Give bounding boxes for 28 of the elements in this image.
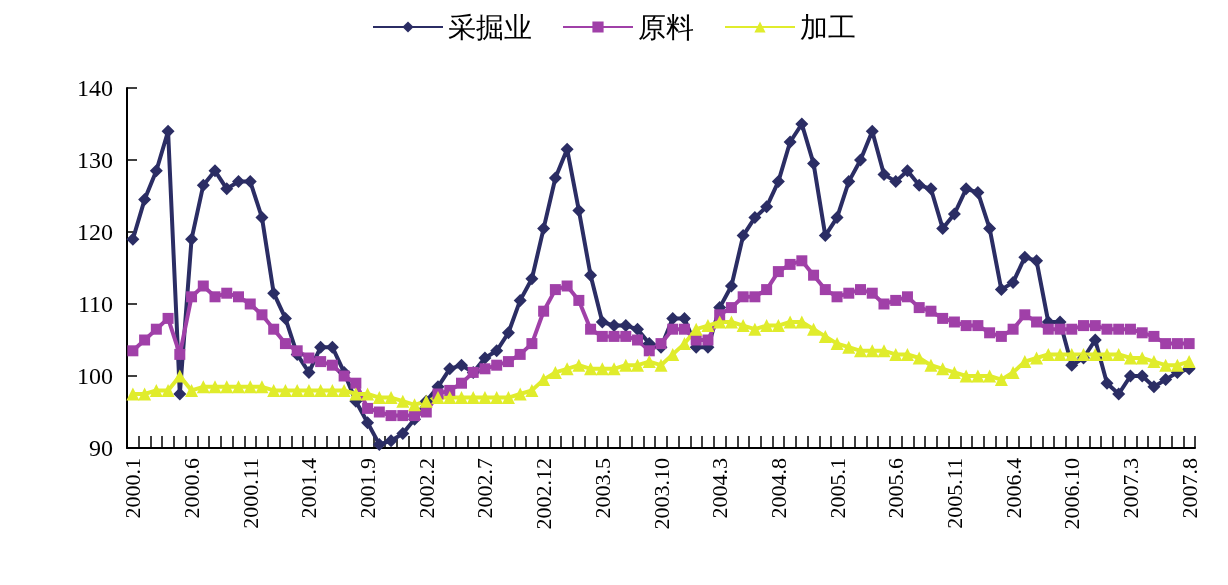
x-tick-label: 2001.9: [355, 458, 381, 519]
x-tick-label: 2006.4: [1000, 458, 1026, 519]
x-tick-label: 2003.5: [589, 458, 615, 519]
x-tick-label: 2007.8: [1176, 458, 1202, 519]
legend-label: 加工: [800, 11, 856, 43]
legend-label: 原料: [638, 11, 694, 43]
x-tick-label: 2005.1: [824, 458, 850, 519]
y-tick-label: 130: [77, 147, 113, 173]
x-tick-label: 2004.8: [765, 458, 791, 519]
x-tick-label: 2005.6: [883, 458, 909, 519]
y-tick-label: 100: [77, 363, 113, 389]
x-tick-label: 2000.1: [120, 458, 146, 519]
x-tick-label: 2000.11: [237, 458, 263, 529]
legend-label: 采掘业: [448, 11, 532, 43]
x-tick-label: 2003.10: [648, 458, 674, 530]
x-tick-label: 2005.11: [941, 458, 967, 529]
y-tick-label: 110: [77, 291, 113, 317]
y-tick-label: 140: [77, 75, 113, 101]
x-tick-label: 2006.10: [1059, 458, 1085, 530]
y-tick-label: 90: [89, 435, 113, 461]
x-tick-label: 2004.3: [707, 458, 733, 519]
y-tick-label: 120: [77, 219, 113, 245]
x-tick-label: 2007.3: [1117, 458, 1143, 519]
x-tick-label: 2002.7: [472, 458, 498, 519]
x-tick-label: 2000.6: [179, 458, 205, 519]
x-tick-label: 2002.12: [531, 458, 557, 530]
x-tick-label: 2001.4: [296, 458, 322, 519]
x-tick-label: 2002.2: [413, 458, 439, 519]
